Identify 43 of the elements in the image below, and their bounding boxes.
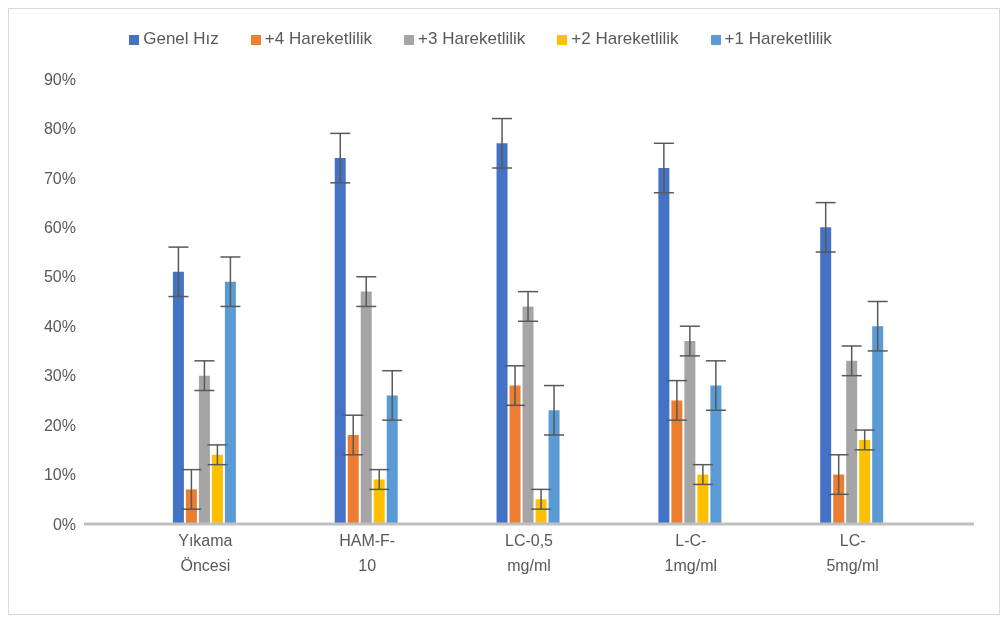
y-tick-label: 0% (52, 515, 76, 533)
bar (360, 291, 372, 524)
bar (846, 360, 858, 524)
bar (859, 439, 871, 524)
x-tick-label: HAM-F-10 (339, 532, 396, 574)
y-tick-label: 20% (43, 416, 76, 434)
y-tick-label: 80% (43, 120, 76, 138)
bar (172, 271, 184, 524)
bar (386, 395, 398, 524)
legend-label: +4 Hareketlilik (264, 29, 373, 48)
legend-label: Genel Hız (143, 29, 219, 48)
y-tick-label: 40% (43, 317, 76, 335)
x-tick-label: LC-0,5 mg/ml (504, 532, 554, 574)
legend-label: +2 Hareketlilik (571, 29, 679, 48)
y-tick-label: 90% (43, 70, 76, 88)
bar (872, 326, 884, 524)
bar (671, 400, 683, 524)
x-tick-label: LC-5mg/ml (826, 532, 879, 574)
bar (509, 385, 521, 524)
bar (347, 435, 359, 524)
bar (496, 143, 508, 524)
y-tick-label: 50% (43, 268, 76, 286)
bar (224, 281, 236, 524)
legend-label: +1 Hareketlilik (724, 29, 832, 48)
y-tick-label: 60% (43, 219, 76, 237)
x-tick-label: L-C-1mg/ml (664, 532, 718, 574)
bar (833, 474, 845, 524)
bar (198, 375, 210, 524)
bar (334, 158, 346, 524)
y-tick-label: 30% (43, 367, 76, 385)
legend-label: +3 Hareketlilik (418, 29, 526, 48)
bar (522, 306, 534, 524)
x-tick-label: Yıkama Öncesi (178, 532, 233, 574)
bar (684, 341, 696, 524)
bar (211, 454, 223, 524)
y-tick-label: 10% (43, 466, 76, 484)
bar (710, 385, 722, 524)
bar (373, 479, 385, 524)
bar (548, 410, 560, 524)
bar (658, 168, 670, 524)
bar (697, 474, 709, 524)
bar (820, 227, 832, 524)
y-tick-label: 70% (43, 169, 76, 187)
